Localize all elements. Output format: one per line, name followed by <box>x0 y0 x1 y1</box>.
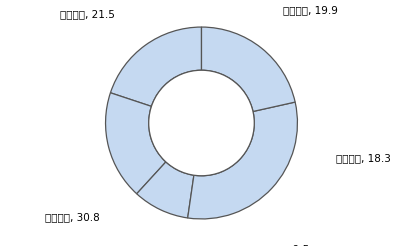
Text: 県北地域, 19.9: 県北地域, 19.9 <box>283 5 338 15</box>
Circle shape <box>149 70 254 176</box>
Text: 県南地域, 30.8: 県南地域, 30.8 <box>45 213 100 223</box>
Wedge shape <box>106 93 166 194</box>
Wedge shape <box>137 162 194 218</box>
Wedge shape <box>202 27 295 111</box>
Wedge shape <box>188 102 297 219</box>
Wedge shape <box>110 27 202 106</box>
Text: 県西地域, 21.5: 県西地域, 21.5 <box>60 9 114 19</box>
Text: 鹿行地域, 9.5: 鹿行地域, 9.5 <box>261 244 310 246</box>
Text: 県央地域, 18.3: 県央地域, 18.3 <box>336 153 391 163</box>
